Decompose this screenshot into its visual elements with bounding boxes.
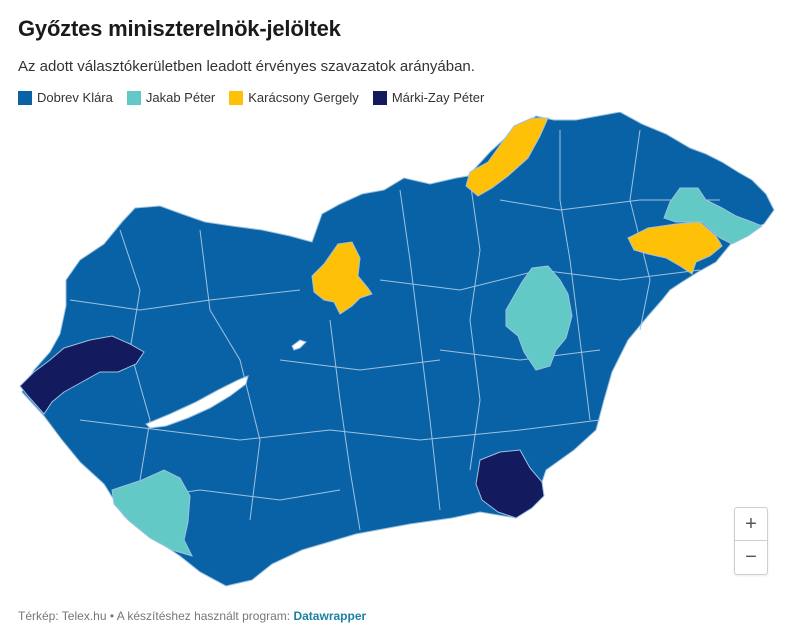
region-jakab-northeast[interactable] [663, 187, 764, 245]
zoom-controls: + − [734, 507, 768, 575]
legend-item-jakab: Jakab Péter [126, 90, 216, 105]
lake-balaton [145, 375, 249, 429]
legend-swatch-karacsony [229, 90, 244, 105]
legend-swatch-jakab [126, 90, 141, 105]
map-title: Győztes miniszterelnök-jelöltek [18, 16, 341, 41]
district-border-line [469, 179, 481, 471]
legend-item-dobrev: Dobrev Klára [18, 90, 113, 105]
district-borders [69, 129, 720, 531]
footer-credit: Térkép: Telex.hu • A készítéshez használ… [18, 609, 366, 623]
zoom-in-button[interactable]: + [745, 512, 757, 535]
datawrapper-link[interactable]: Datawrapper [293, 609, 367, 623]
legend-item-marki-zay: Márki-Zay Péter [372, 90, 485, 105]
district-border-line [69, 289, 301, 311]
district-border-line [439, 349, 601, 361]
legend-swatch-dobrev [18, 90, 32, 105]
region-marki-zay-west[interactable] [19, 335, 145, 415]
hungary-district-map[interactable] [0, 112, 800, 592]
region-jakab-east[interactable] [505, 265, 573, 371]
footer-credit-text: Térkép: Telex.hu • A készítéshez használ… [18, 609, 294, 623]
lake-velence [291, 339, 307, 351]
legend: Dobrev Klára Jakab Péter Karácsony Gerge… [18, 90, 484, 105]
legend-label-jakab: Jakab Péter [145, 90, 216, 105]
region-karacsony-north[interactable] [465, 117, 549, 197]
region-karacsony-northeast[interactable] [627, 221, 723, 275]
region-marki-zay-south[interactable] [475, 449, 545, 519]
legend-label-dobrev: Dobrev Klára [37, 90, 113, 105]
district-border-line [559, 130, 591, 421]
legend-label-marki-zay: Márki-Zay Péter [391, 90, 485, 105]
district-border-line [279, 359, 441, 371]
region-dobrev-country[interactable] [21, 112, 775, 587]
legend-swatch-marki-zay [372, 90, 387, 105]
map-subtitle: Az adott választókerületben leadott érvé… [18, 58, 475, 75]
district-border-line [199, 229, 261, 521]
legend-label-karacsony: Karácsony Gergely [248, 90, 359, 105]
region-jakab-southwest[interactable] [111, 469, 193, 557]
district-border-line [399, 189, 441, 511]
district-border-line [79, 419, 601, 441]
district-border-line [329, 319, 361, 531]
region-karacsony-budapest[interactable] [311, 241, 373, 315]
zoom-out-button[interactable]: − [735, 540, 767, 573]
legend-item-karacsony: Karácsony Gergely [229, 90, 359, 105]
